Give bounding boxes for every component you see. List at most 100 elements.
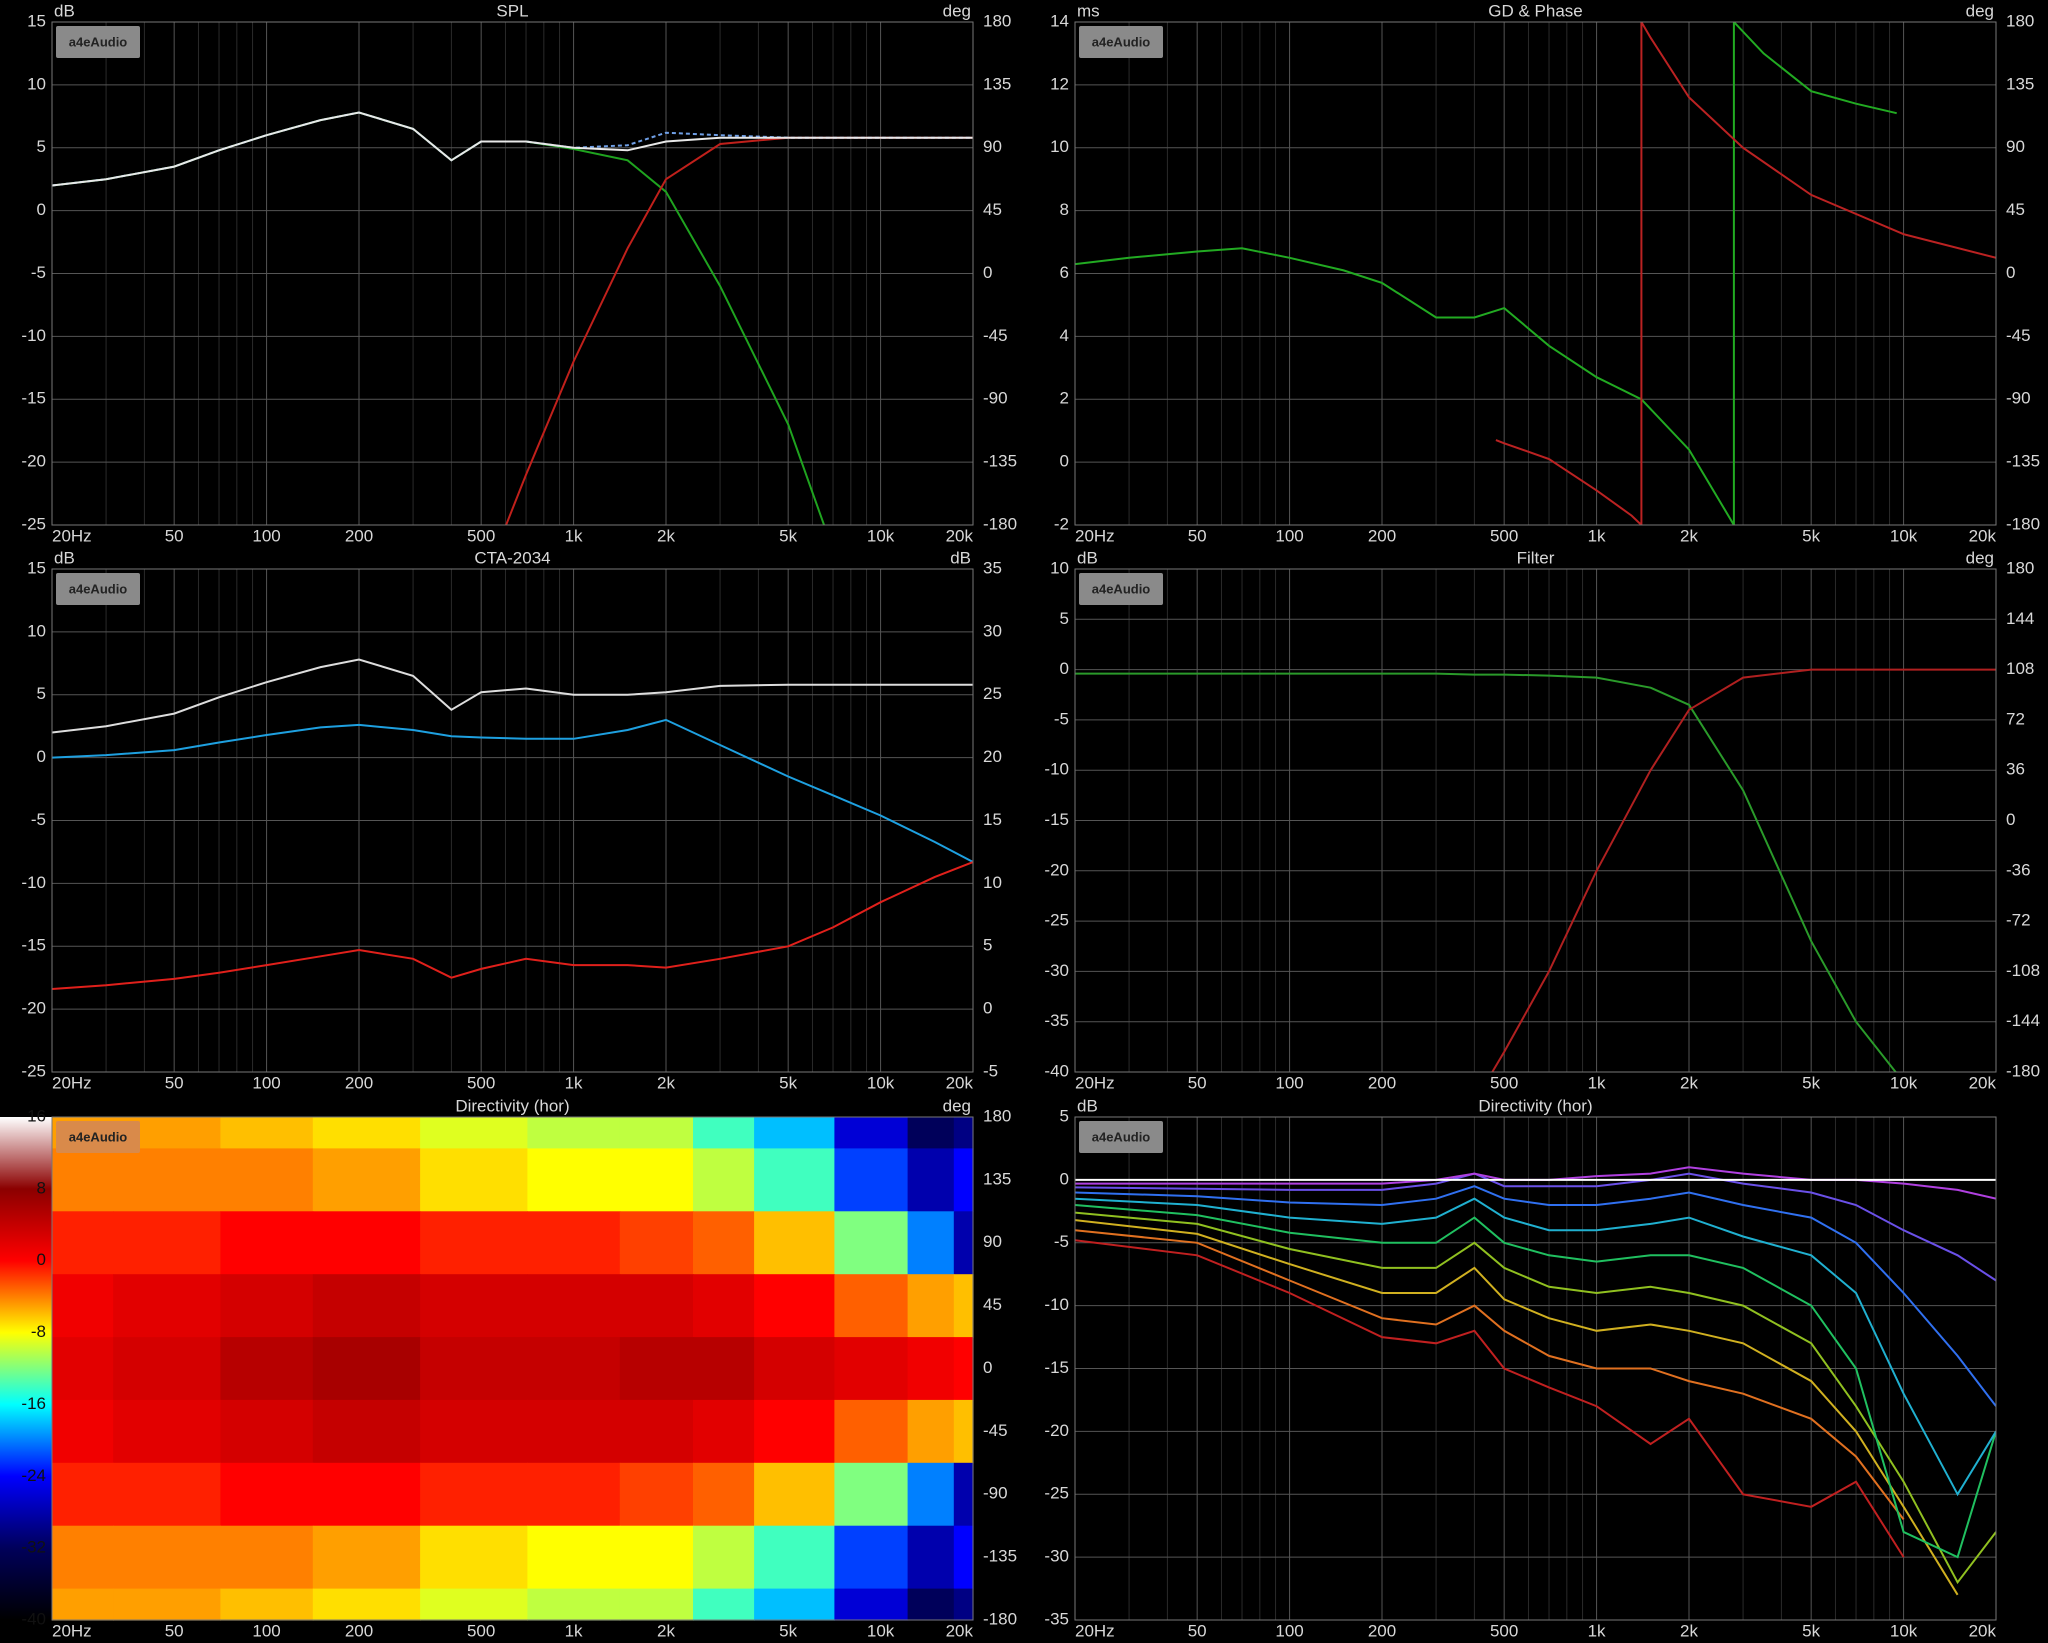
x-tick-label: 5k	[779, 526, 797, 545]
heat-cell	[220, 1211, 314, 1275]
logo-box	[56, 1121, 140, 1153]
heat-cell	[754, 1525, 835, 1590]
x-tick-label: 5k	[779, 1073, 797, 1092]
logo: a4eAudio	[69, 581, 128, 596]
heat-cell	[220, 1588, 314, 1621]
series-line	[1075, 1204, 1996, 1559]
heat-cell	[834, 1148, 909, 1212]
y-tick-label: -15	[21, 389, 46, 408]
y-tick-label: -25	[21, 1061, 46, 1080]
heat-cell	[754, 1117, 835, 1149]
y-tick-label: -15	[21, 936, 46, 955]
y-tick-label: -10	[1044, 760, 1069, 779]
heat-cell	[619, 1148, 694, 1212]
heat-cell	[527, 1525, 621, 1590]
x-tick-label: 20Hz	[1075, 1621, 1115, 1640]
heat-cell	[619, 1588, 694, 1621]
heat-cell	[834, 1588, 909, 1621]
y-tick-label: -20	[21, 452, 46, 471]
y2-axis-unit: deg	[943, 1096, 971, 1115]
chart-title: CTA-2034	[474, 548, 550, 567]
y2-tick-label: -108	[2006, 961, 2040, 980]
y2-tick-label: 72	[2006, 709, 2025, 728]
heat-cell	[220, 1399, 314, 1464]
y2-tick-label: 180	[983, 1106, 1011, 1125]
heat-cell	[693, 1462, 755, 1527]
heat-cell	[754, 1274, 835, 1338]
y-tick-label: -5	[31, 810, 46, 829]
x-tick-label: 20k	[946, 526, 974, 545]
y-axis-unit: ms	[1077, 1, 1100, 20]
y-tick-label: -20	[1044, 860, 1069, 879]
y-tick-label: 4	[1060, 326, 1069, 345]
x-tick-label: 20Hz	[1075, 526, 1115, 545]
x-tick-label: 5k	[779, 1621, 797, 1640]
heat-cell	[312, 1211, 421, 1275]
x-tick-label: 20k	[1969, 1073, 1997, 1092]
heat-cell	[693, 1588, 755, 1621]
y2-tick-label: 36	[2006, 760, 2025, 779]
y2-axis-unit: dB	[950, 548, 971, 567]
x-tick-label: 500	[467, 526, 495, 545]
heat-cell	[754, 1148, 835, 1212]
y-tick-label: -5	[31, 263, 46, 282]
x-tick-label: 1k	[1588, 1621, 1606, 1640]
x-tick-label: 5k	[1802, 1073, 1820, 1092]
x-tick-label: 20k	[946, 1621, 974, 1640]
heat-cell	[693, 1148, 755, 1212]
heat-cell	[113, 1588, 221, 1621]
y2-tick-label: 0	[983, 999, 992, 1018]
heat-cell	[834, 1462, 909, 1527]
x-tick-label: 200	[1368, 526, 1396, 545]
heat-cell	[312, 1399, 421, 1464]
heat-cell	[619, 1525, 694, 1590]
heat-cell	[619, 1211, 694, 1275]
y2-tick-label: 90	[983, 1232, 1002, 1251]
heat-cell	[52, 1337, 114, 1401]
y2-tick-label: 108	[2006, 659, 2034, 678]
y-tick-label: 0	[1060, 1169, 1069, 1188]
x-tick-label: 500	[467, 1073, 495, 1092]
heat-cell	[113, 1211, 221, 1275]
heat-cell	[527, 1337, 621, 1401]
series-line	[1495, 22, 1996, 525]
heat-cell	[693, 1337, 755, 1401]
chart-title: Directivity (hor)	[1478, 1096, 1592, 1115]
colorbar-tick-label: 8	[37, 1178, 46, 1197]
y-tick-label: 5	[1060, 609, 1069, 628]
x-tick-label: 500	[1490, 1073, 1518, 1092]
x-tick-label: 1k	[1588, 1073, 1606, 1092]
heat-cell	[754, 1337, 835, 1401]
y-tick-label: -25	[21, 514, 46, 533]
logo-box	[56, 573, 140, 605]
y-tick-label: 8	[1060, 200, 1069, 219]
y2-tick-label: 30	[983, 621, 1002, 640]
x-tick-label: 50	[1188, 526, 1207, 545]
chart-title: GD & Phase	[1488, 1, 1583, 20]
x-tick-label: 200	[1368, 1073, 1396, 1092]
heat-cell	[220, 1274, 314, 1338]
heat-cell	[754, 1211, 835, 1275]
heat-cell	[693, 1399, 755, 1464]
heat-cell	[52, 1399, 114, 1464]
y2-tick-label: 0	[983, 263, 992, 282]
y-tick-label: 15	[27, 11, 46, 30]
colorbar-tick-label: -16	[21, 1394, 46, 1413]
y2-tick-label: 25	[983, 684, 1002, 703]
y-tick-label: 2	[1060, 389, 1069, 408]
heat-cell	[754, 1462, 835, 1527]
heat-cell	[907, 1148, 955, 1212]
heat-cell	[312, 1462, 421, 1527]
y2-tick-label: -5	[983, 1061, 998, 1080]
x-tick-label: 50	[1188, 1621, 1207, 1640]
y2-tick-label: 90	[983, 137, 1002, 156]
y-tick-label: 14	[1050, 11, 1069, 30]
x-tick-label: 2k	[1680, 1073, 1698, 1092]
y-tick-label: -35	[1044, 1609, 1069, 1628]
y2-tick-label: 180	[2006, 11, 2034, 30]
logo: a4eAudio	[69, 34, 128, 49]
y2-axis-unit: deg	[1966, 1, 1994, 20]
series-line	[1075, 1197, 1996, 1497]
y-tick-label: 5	[1060, 1106, 1069, 1125]
